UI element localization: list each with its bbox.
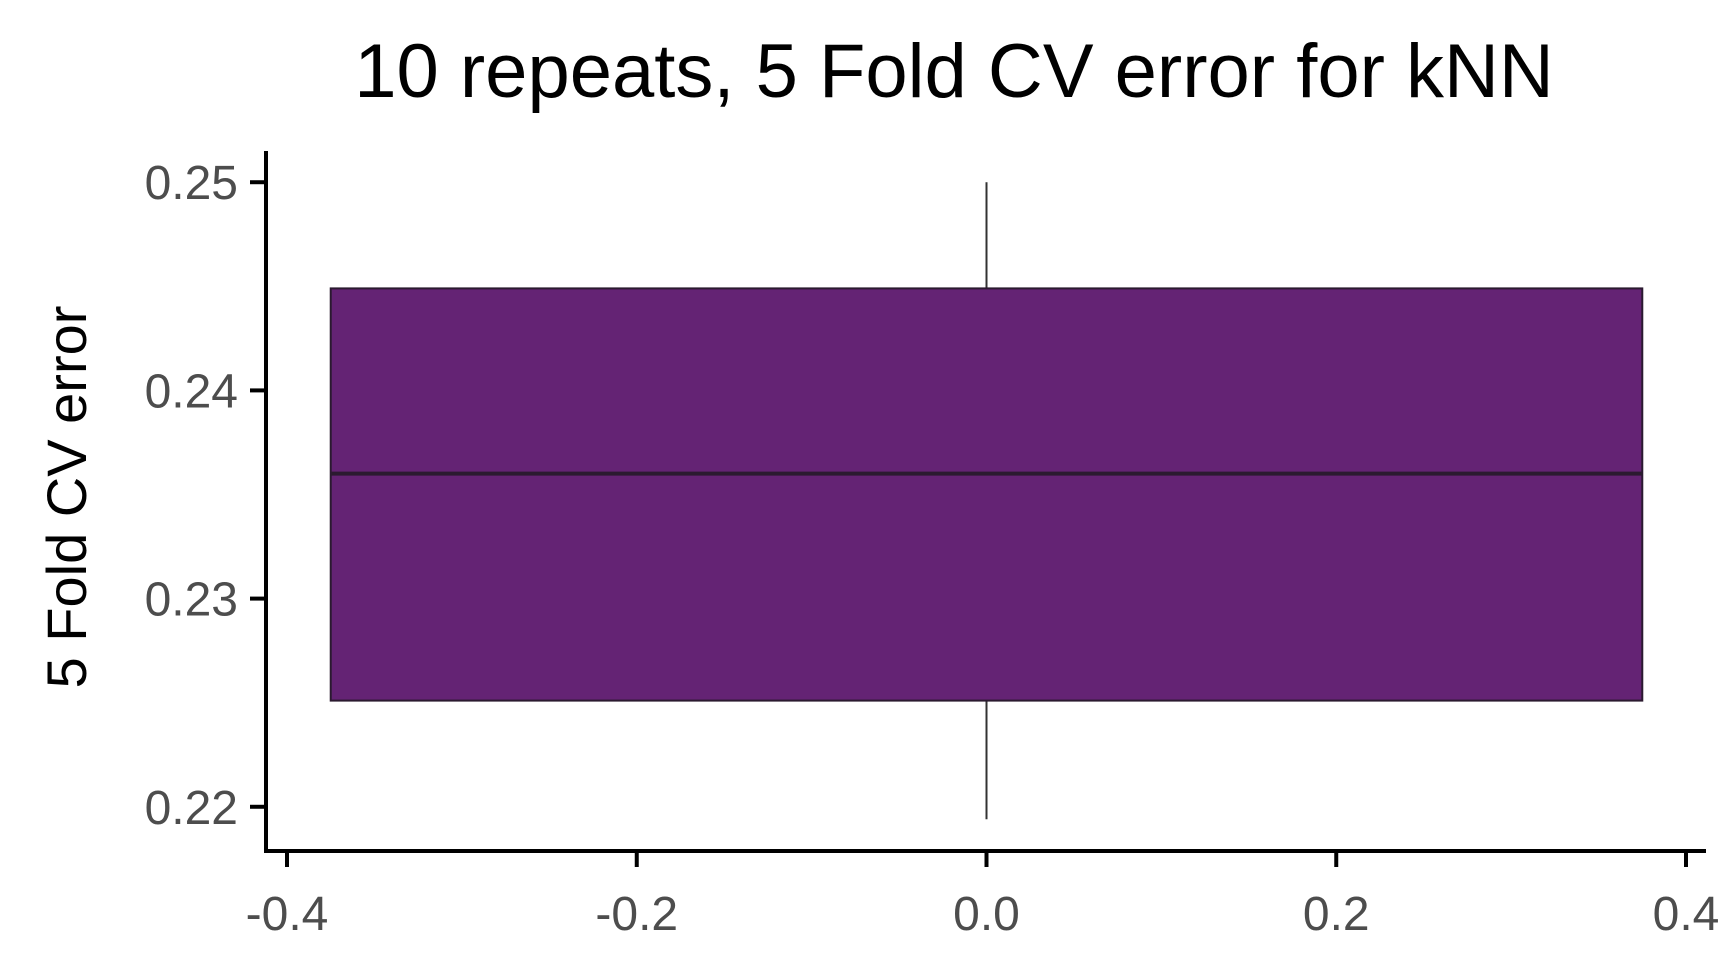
y-tick-label: 0.23 bbox=[145, 574, 238, 627]
chart-title: 10 repeats, 5 Fold CV error for kNN bbox=[354, 29, 1554, 114]
plot-area: 0.22 0.23 0.24 0.25 -0.4 -0.2 0.0 0.2 0.4 bbox=[145, 151, 1720, 941]
box-iqr bbox=[329, 287, 1644, 702]
x-tick-label: 0.0 bbox=[953, 888, 1020, 941]
x-tick-label: -0.4 bbox=[246, 888, 329, 941]
y-axis-title: 5 Fold CV error bbox=[35, 306, 98, 689]
x-tick-label: -0.2 bbox=[595, 888, 678, 941]
y-tick-label: 0.24 bbox=[145, 365, 238, 418]
y-tick-label: 0.22 bbox=[145, 782, 238, 835]
x-tick-label: 0.4 bbox=[1653, 888, 1720, 941]
y-tick-label: 0.25 bbox=[145, 157, 238, 210]
x-tick-label: 0.2 bbox=[1303, 888, 1370, 941]
